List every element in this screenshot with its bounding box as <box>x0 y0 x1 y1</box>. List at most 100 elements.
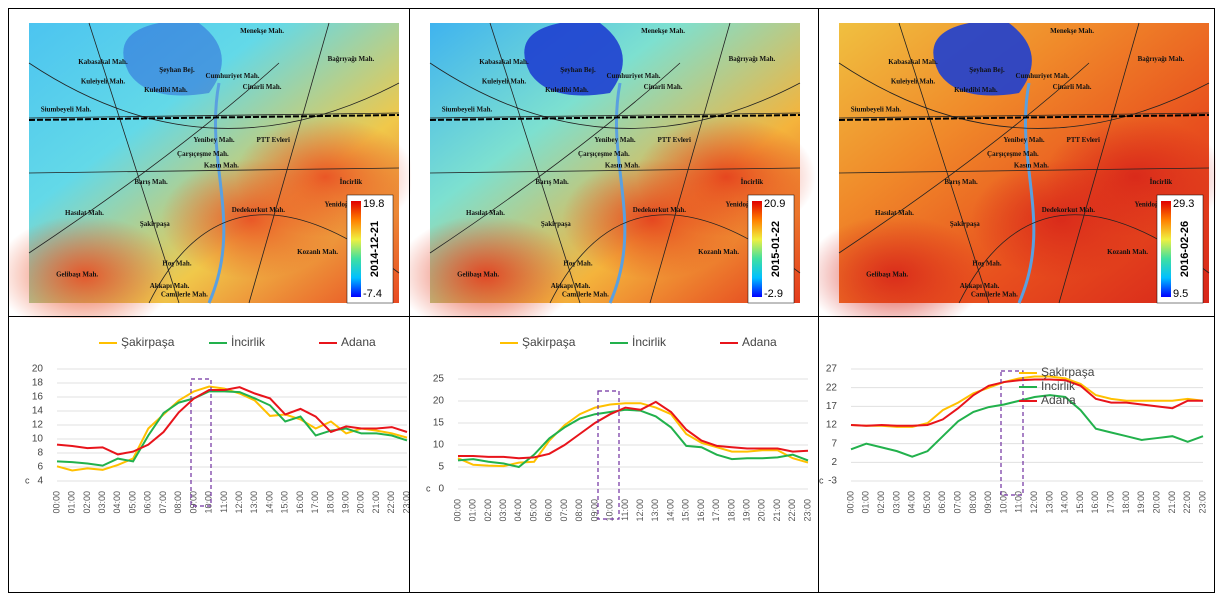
y-axis-label: c <box>819 475 824 485</box>
map-label: Kabasakal Mah. <box>78 58 128 66</box>
map-label: Kabasakal Mah. <box>888 58 938 66</box>
x-tick-label: 07:00 <box>158 491 168 514</box>
road <box>489 22 581 304</box>
map-label: Çarşıçeşme Mah. <box>987 150 1039 158</box>
map-label: Siumbeyeli Mah. <box>41 105 92 113</box>
map-label: Menekşe Mah. <box>240 27 284 35</box>
x-tick-label: 09:00 <box>188 491 198 514</box>
x-tick-label: 16:00 <box>295 491 305 514</box>
hot-zone <box>971 159 1151 279</box>
x-tick-label: 16:00 <box>696 499 706 522</box>
colorbar-min: -2.9 <box>764 288 783 300</box>
x-tick-label: 18:00 <box>325 491 335 514</box>
hot-zone <box>9 215 175 318</box>
map-label: Kuledibi Mah. <box>954 86 998 94</box>
y-tick-label: 5 <box>438 462 444 473</box>
map-label: Cinarli Mah. <box>243 83 282 91</box>
highway <box>28 114 400 121</box>
map-label: Hasılat Mah. <box>875 209 914 217</box>
road <box>838 62 1210 129</box>
x-tick-label: 12:00 <box>234 491 244 514</box>
x-tick-label: 17:00 <box>1106 491 1116 514</box>
map-label: Kuledibi Mah. <box>144 86 188 94</box>
x-tick-label: 05:00 <box>127 491 137 514</box>
y-tick-label: 4 <box>37 476 43 487</box>
road <box>838 112 1210 119</box>
y-tick-label: 18 <box>32 378 44 389</box>
map-cell-svg: Menekşe Mah. Kabasakal Mah. Şeyhan Bej. Kul… <box>410 22 816 318</box>
map-label: PTT Evleri <box>256 136 290 144</box>
x-tick-label: 18:00 <box>726 499 736 522</box>
y-axis-label: c <box>426 483 431 493</box>
map-label: İncirlik <box>741 178 764 186</box>
y-tick-label: 7 <box>831 438 837 449</box>
map-label: Hoş Mah. <box>972 259 1001 267</box>
map-label: Yenibey Mah. <box>594 136 635 144</box>
map-date: 2014-12-21 <box>369 221 381 277</box>
map-label: Kuleiyeli Mah. <box>482 77 527 85</box>
map-cell-svg: Menekşe Mah. Kabasakal Mah. Şeyhan Bej. Kul… <box>819 22 1216 318</box>
map-label: Yenibey Mah. <box>1003 136 1044 144</box>
map-label: Menekşe Mah. <box>1050 27 1094 35</box>
map-label: Çarşıçeşme Mah. <box>578 150 630 158</box>
x-tick-label: 14:00 <box>264 491 274 514</box>
map-label: Gelibaşı Mah. <box>56 271 98 279</box>
chart-cell: 0 5 10 15 20 25 c 00:00 01:00 02:00 03:00 04:00 05:0… <box>409 316 819 593</box>
y-tick-label: 22 <box>826 382 838 393</box>
map-date: 2016-02-26 <box>1179 221 1191 277</box>
map-label: Menekşe Mah. <box>641 27 685 35</box>
x-tick-label: 06:00 <box>544 499 554 522</box>
y-tick-label: 17 <box>826 401 838 412</box>
x-tick-label: 05:00 <box>922 491 932 514</box>
x-tick-label: 11:00 <box>620 499 630 521</box>
x-tick-label: 11:00 <box>1014 491 1024 513</box>
highway <box>429 114 801 121</box>
map-label: Bağrıyağı Mah. <box>1138 55 1185 63</box>
x-tick-label: 17:00 <box>310 491 320 514</box>
hot-zone <box>410 215 576 318</box>
road <box>898 22 990 304</box>
map-cell: Menekşe Mah. Kabasakal Mah. Şeyhan Bej. Kul… <box>8 8 411 318</box>
x-tick-label: 10:00 <box>998 491 1008 514</box>
road <box>838 62 1090 254</box>
x-tick-label: 02:00 <box>483 499 493 522</box>
x-tick-label: 08:00 <box>574 499 584 522</box>
x-tick-label: 22:00 <box>386 491 396 514</box>
map-label: Kasın Mah. <box>204 161 239 169</box>
map-label: İncirlik <box>340 178 363 186</box>
x-tick-label: 13:00 <box>1044 491 1054 514</box>
highlight-box <box>597 390 620 520</box>
x-tick-label: 20:00 <box>356 491 366 514</box>
y-tick-label: 10 <box>32 434 44 445</box>
map-label: Akkapı Mah. <box>960 282 1000 290</box>
legend-label: İncirlik <box>1041 379 1076 393</box>
legend-label: Adana <box>1041 393 1076 407</box>
x-tick-label: 12:00 <box>1029 491 1039 514</box>
map-label: Cinarli Mah. <box>1053 83 1092 91</box>
x-tick-label: 17:00 <box>711 499 721 522</box>
x-tick-label: 03:00 <box>498 499 508 522</box>
y-tick-label: 20 <box>433 396 445 407</box>
map-label: Akkapı Mah. <box>551 282 591 290</box>
colorbar <box>1161 201 1171 297</box>
chart-cell: -3 2 7 12 17 22 27 c 00:00 01:00 02:00 03:00 04:00 05… <box>818 316 1215 593</box>
x-tick-label: 15:00 <box>681 499 691 522</box>
x-tick-label: 04:00 <box>513 499 523 522</box>
series-line <box>457 408 809 469</box>
map-label: Siumbeyeli Mah. <box>442 105 493 113</box>
map-label: Şeyhan Bej. <box>560 66 596 74</box>
x-tick-label: 11:00 <box>219 491 229 513</box>
hot-zone <box>819 215 985 318</box>
legend-label: Adana <box>341 335 376 349</box>
y-tick-label: 12 <box>32 420 44 431</box>
water-body <box>524 23 623 96</box>
road <box>649 22 731 304</box>
map-label: İncirlik <box>1150 178 1173 186</box>
map-label: Dedekorkut Mah. <box>633 206 687 214</box>
map-label: Camilerle Mah. <box>161 291 208 299</box>
y-tick-label: 6 <box>37 462 43 473</box>
map-label: Gelibaşı Mah. <box>866 271 908 279</box>
colorbar-max: 19.8 <box>363 198 384 210</box>
map-label: Çarşıçeşme Mah. <box>177 150 229 158</box>
